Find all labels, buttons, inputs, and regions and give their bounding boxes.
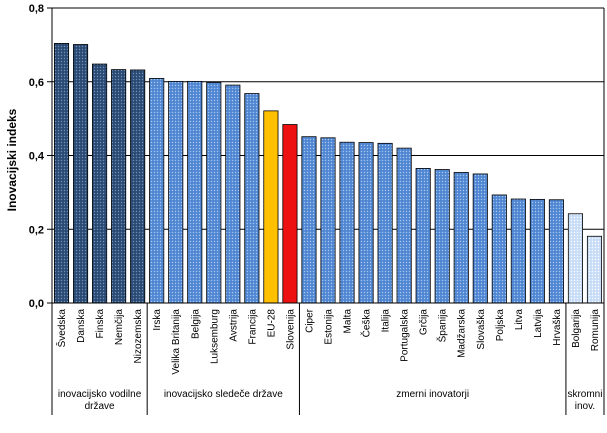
x-category-label: Španija (436, 309, 449, 343)
bar-Latvija (529, 198, 545, 304)
bar-Slovenija (282, 124, 298, 304)
bar-Češka (358, 142, 374, 304)
group-label: skromni (567, 389, 602, 400)
x-category-label: EU-28 (266, 309, 277, 338)
x-category-label: Ciper (304, 308, 315, 333)
y-tick-label: 0,2 (29, 224, 44, 236)
bar-Luksemburg (206, 82, 222, 304)
y-tick-label: 0,0 (29, 298, 44, 310)
bar-EU-28 (263, 110, 279, 304)
y-tick-label: 0,6 (29, 77, 44, 89)
x-category-label: Danska (76, 309, 87, 343)
x-category-label: Slovaška (476, 309, 487, 350)
group-label: države (85, 401, 115, 412)
y-tick-label: 0,8 (29, 3, 44, 15)
bar-Irska (149, 78, 165, 304)
x-category-label: Grčija (419, 309, 430, 336)
bar-Švedska (53, 43, 70, 304)
bar-Slovaška (472, 173, 488, 304)
bars (53, 43, 603, 304)
x-category-label: Poljska (495, 309, 506, 342)
y-tick-label: 0,4 (29, 151, 45, 163)
axes (51, 7, 605, 304)
bar-Velika Britanija (168, 80, 184, 304)
bar-Ciper (301, 136, 317, 304)
bar-Estonija (320, 137, 336, 304)
x-category-label: Velika Britanija (171, 309, 182, 375)
bar-Danska (73, 44, 89, 304)
bar-Španija (434, 169, 450, 304)
bar-Portugalska (396, 147, 412, 304)
x-category-label: Irska (152, 309, 163, 331)
x-category-label: Nemčija (114, 309, 125, 346)
x-category-label: Avstrija (228, 309, 239, 342)
x-category-label: Latvija (533, 309, 544, 338)
x-category-label: Madžarska (457, 309, 468, 358)
x-category-label: Malta (343, 309, 354, 334)
y-axis-label: Inovacijski indeks (5, 108, 19, 211)
bar-Italija (377, 142, 393, 304)
x-category-label: Italija (381, 309, 392, 333)
bar-Avstrija (225, 84, 241, 304)
bar-Bolgarija (567, 213, 583, 304)
bar-Malta (339, 141, 355, 304)
bar-Hrvaška (548, 199, 564, 304)
bar-Finska (92, 63, 108, 304)
bar-Romunija (586, 235, 603, 304)
y-tick-labels: 0,0 0,2 0,4 0,6 0,8 (29, 3, 52, 310)
x-category-label: Estonija (324, 309, 335, 345)
bar-Poljska (491, 194, 507, 304)
x-category-label: Romunija (590, 309, 601, 352)
x-category-label: Švedska (55, 309, 68, 348)
x-category-label: Češka (360, 309, 373, 338)
group-label: inovacijsko vodilne (58, 389, 142, 400)
bar-Grčija (415, 168, 431, 304)
x-category-label: Slovenija (285, 309, 296, 350)
x-category-label: Luksemburg (209, 309, 220, 364)
x-category-label: Litva (514, 309, 525, 331)
bar-Nizozemska (130, 69, 146, 304)
group-label: inovacijsko sledeče države (164, 389, 283, 400)
x-category-label: Nizozemska (133, 309, 144, 364)
x-category-labels: Švedska Danska Finska Nemčija Nizozemska Irsk… (55, 308, 601, 374)
x-category-label: Francija (247, 309, 258, 345)
bar-Francija (244, 93, 260, 304)
bar-Belgija (187, 80, 203, 304)
bar-Madžarska (453, 172, 469, 304)
x-category-label: Bolgarija (571, 309, 582, 348)
x-category-label: Portugalska (400, 309, 411, 362)
x-category-label: Belgija (190, 309, 201, 339)
x-category-label: Hrvaška (552, 309, 563, 346)
group-label: inov. (575, 401, 595, 412)
bar-Nemčija (111, 69, 127, 304)
group-label: zmerni inovatorji (396, 389, 469, 400)
x-category-label: Finska (95, 309, 106, 339)
bar-Litva (510, 198, 526, 304)
